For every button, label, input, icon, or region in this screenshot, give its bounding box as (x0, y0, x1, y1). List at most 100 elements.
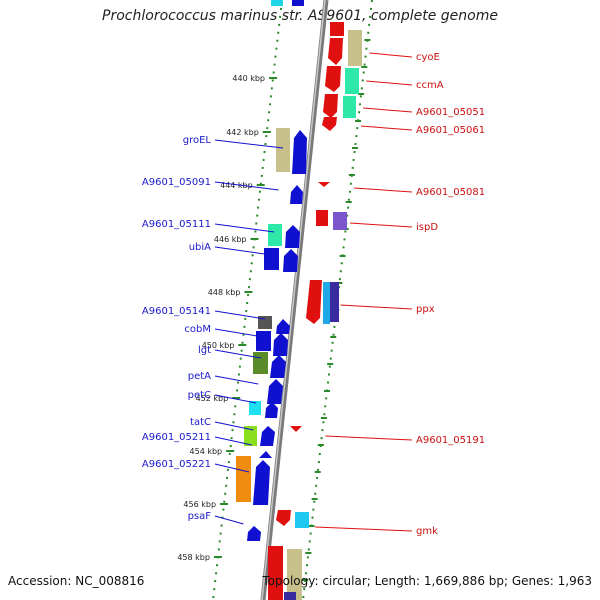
gene-block-ppx-purple[interactable] (330, 282, 339, 322)
gene-block-bottom-purple[interactable] (284, 592, 296, 600)
gene-block-tatC-arrow[interactable] (260, 426, 275, 446)
gene-block-05111[interactable] (268, 224, 282, 246)
left-gene-leader (214, 310, 266, 320)
gene-block-05211[interactable] (259, 451, 272, 458)
gene-block-ispD-red[interactable] (316, 210, 328, 226)
gene-block-05111-arrow[interactable] (285, 225, 300, 248)
gene-block-ubiA-arrow[interactable] (283, 249, 298, 272)
left-gene-label[interactable]: ubiA (189, 242, 211, 253)
right-gene-label[interactable]: ppx (416, 304, 435, 315)
gene-block-cobM-arrow[interactable] (273, 333, 288, 356)
right-gene-label[interactable]: cyoE (416, 52, 440, 63)
kbp-tick-labels: 440 kbp 442 kbp 444 kbp 446 kbp 448 kbp 450 k… (177, 74, 265, 562)
gene-block-05191[interactable] (290, 426, 302, 432)
left-gene-leader (214, 223, 275, 233)
left-gene-label[interactable]: tatC (190, 417, 211, 428)
left-gene-leaders (214, 139, 284, 525)
right-gene-leader (361, 125, 413, 131)
left-gene-label[interactable]: A9601_05211 (142, 432, 211, 443)
gene-block-red-2[interactable] (325, 66, 341, 92)
right-gene-label[interactable]: gmk (416, 526, 438, 537)
left-gene-leader (214, 394, 257, 404)
gene-block-groEL[interactable] (276, 128, 290, 172)
right-gene-label[interactable]: ispD (416, 222, 438, 233)
genome-backbone (260, 0, 329, 600)
kbp-tick-label: 458 kbp (177, 553, 210, 562)
left-gene-leader (214, 515, 244, 525)
left-gene-leader (214, 328, 264, 338)
gene-block-petC[interactable] (249, 401, 261, 415)
gene-block-cyoE[interactable] (348, 30, 362, 66)
gene-block-cobM[interactable] (256, 331, 271, 351)
genome-backbone-highlight (261, 0, 326, 600)
gene-block-bottom-tan[interactable] (287, 549, 302, 600)
gene-block-red-4[interactable] (322, 117, 337, 131)
right-gene-leader (369, 52, 413, 58)
gene-block-05081[interactable] (318, 182, 330, 187)
gene-block-05221[interactable] (236, 456, 251, 502)
left-gene-leader (214, 139, 284, 149)
right-gene-label[interactable]: A9601_05081 (416, 187, 485, 198)
kbp-tick-label: 440 kbp (232, 74, 265, 83)
gene-block-top-blue[interactable] (292, 0, 304, 6)
left-gene-label[interactable]: A9601_05111 (142, 219, 211, 230)
gene-block-05141-arrow[interactable] (276, 319, 290, 334)
gene-block-red-1[interactable] (328, 38, 343, 65)
left-gene-leader (214, 463, 250, 473)
kbp-tick-label: 448 kbp (208, 288, 241, 297)
gene-block-05051[interactable] (343, 96, 356, 118)
left-gene-label[interactable]: A9601_05091 (142, 177, 211, 188)
gene-block-ppx-cyan[interactable] (323, 282, 330, 324)
gene-block-groEL-arrow[interactable] (292, 130, 307, 174)
left-gene-label[interactable]: groEL (183, 135, 212, 146)
gene-block-top-cyan[interactable] (271, 0, 283, 6)
left-gene-label[interactable]: petA (188, 371, 211, 382)
kbp-tick-label: 452 kbp (196, 394, 229, 403)
left-gene-label[interactable]: petC (188, 390, 211, 401)
right-gene-leader (340, 304, 413, 310)
right-gene-leader (363, 107, 413, 113)
gene-block-bottom-red[interactable] (268, 546, 283, 600)
left-gene-label[interactable]: lgt (198, 345, 211, 356)
gene-block-ppx-red[interactable] (306, 280, 322, 324)
gene-block-ispD-purple[interactable] (333, 212, 347, 230)
gene-block-ccmA[interactable] (345, 68, 359, 94)
gene-block-lgt[interactable] (253, 352, 268, 374)
gene-block-red-3[interactable] (323, 94, 338, 118)
gene-block-tatC[interactable] (244, 426, 257, 446)
left-gene-label[interactable]: A9601_05221 (142, 459, 211, 470)
gene-block-top-red[interactable] (330, 22, 344, 36)
left-gene-labels: groEL A9601_05091 A9601_05111 ubiA A9601_051… (142, 135, 212, 522)
right-gene-label[interactable]: A9601_05061 (416, 125, 485, 136)
gene-block-ubiA[interactable] (264, 248, 279, 270)
right-gene-label[interactable]: A9601_05051 (416, 107, 485, 118)
gene-block-lgt-arrow[interactable] (270, 355, 286, 378)
left-gene-leader (214, 246, 272, 256)
left-gene-leader (214, 349, 262, 359)
right-gene-label[interactable]: A9601_05191 (416, 435, 485, 446)
kbp-tick-label: 456 kbp (183, 500, 216, 509)
gene-block-psaF[interactable] (247, 526, 261, 541)
right-gene-label[interactable]: ccmA (416, 80, 444, 91)
accession-text: Accession: NC_008816 (8, 574, 145, 588)
gene-block-gmk-red[interactable] (276, 510, 291, 526)
gene-block-05091[interactable] (290, 185, 303, 204)
gene-block-gmk-cyan[interactable] (295, 512, 309, 528)
genome-title: Prochlorococcus marinus str. AS9601, com… (102, 8, 498, 24)
left-gene-leader (214, 436, 252, 446)
topology-text: Topology: circular; Length: 1,669,886 bp… (262, 574, 592, 588)
left-gene-label[interactable]: cobM (184, 324, 211, 335)
kbp-tick-label: 450 kbp (202, 341, 235, 350)
left-gene-leader (214, 375, 259, 385)
left-gene-label[interactable]: A9601_05141 (142, 306, 211, 317)
left-gene-leader (214, 421, 254, 431)
gene-block-05141[interactable] (258, 316, 272, 329)
left-gene-leader (214, 181, 279, 191)
gene-block-petA[interactable] (267, 379, 283, 404)
kbp-tick-label: 442 kbp (226, 128, 259, 137)
gene-block-petC-arrow[interactable] (265, 402, 278, 418)
gene-block-05221-arrow[interactable] (253, 460, 270, 505)
right-gene-labels: cyoE ccmA A9601_05051 A9601_05061 A9601_0508… (416, 52, 485, 537)
left-gene-label[interactable]: psaF (188, 511, 212, 522)
